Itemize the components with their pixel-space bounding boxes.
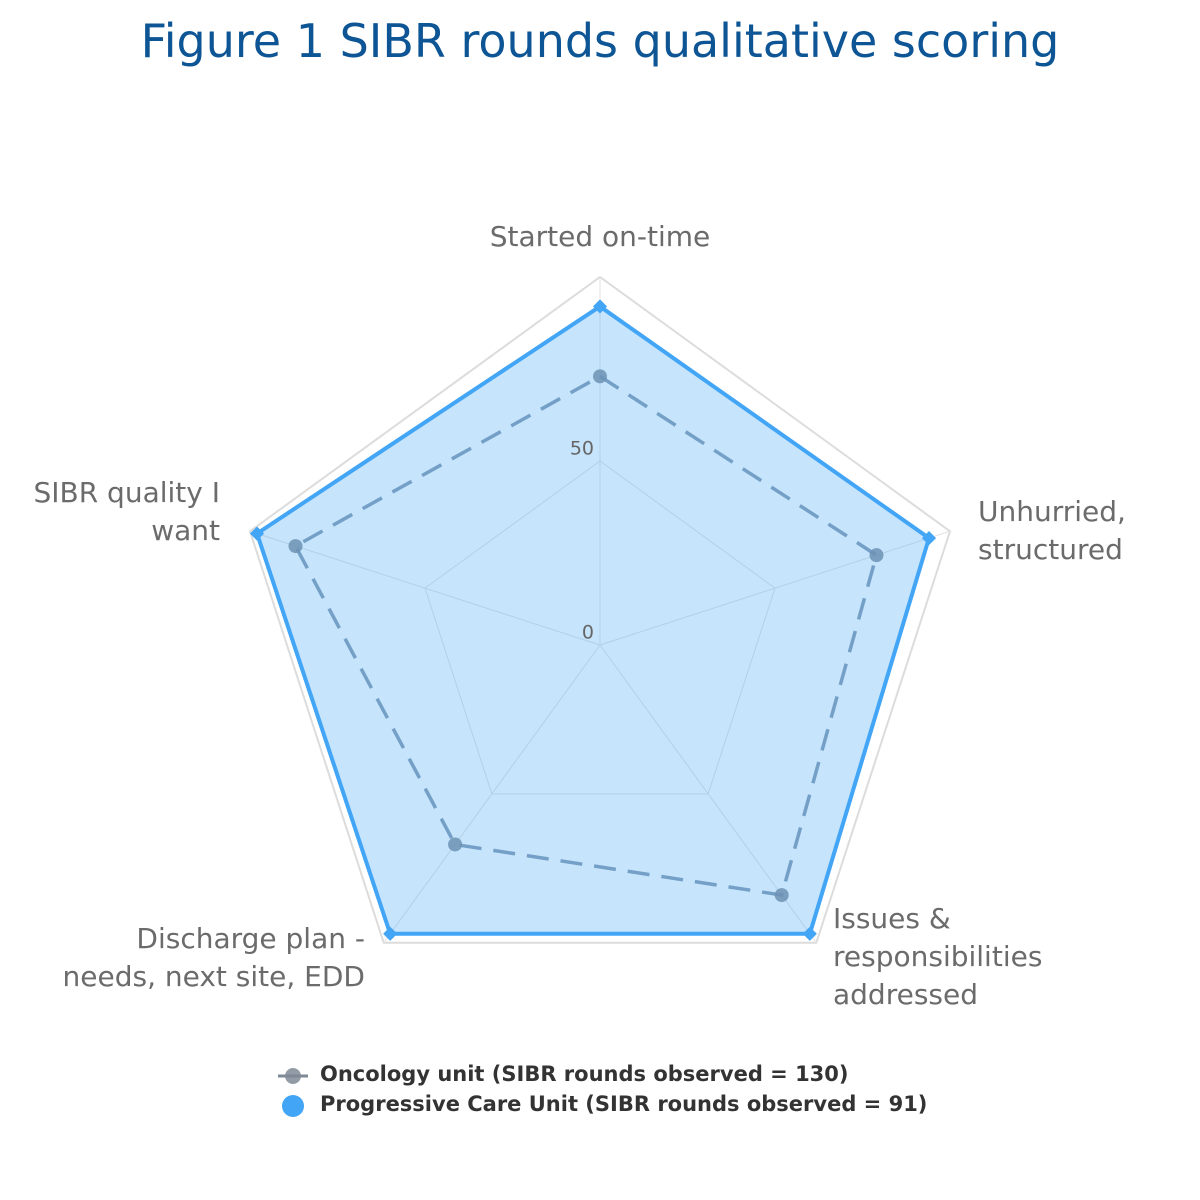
axis-label: Issues & responsibilities addressed	[833, 902, 1043, 1011]
series-line	[254, 304, 932, 936]
marker	[448, 837, 463, 852]
marker	[383, 926, 398, 941]
axis-label: Discharge plan - needs, next site, EDD	[62, 922, 365, 993]
r-tick-label: 50	[570, 438, 594, 460]
series-line	[293, 374, 879, 898]
legend-marker	[285, 1068, 301, 1084]
legend-label: Oncology unit (SIBR rounds observed = 13…	[320, 1062, 849, 1086]
chart-title: Figure 1 SIBR rounds qualitative scoring	[140, 14, 1060, 68]
marker	[249, 526, 265, 541]
marker	[802, 926, 817, 941]
marker	[592, 299, 608, 314]
marker	[869, 548, 884, 563]
axis-label: Unhurried, structured	[978, 495, 1126, 566]
r-tick-label: 0	[582, 622, 594, 644]
legend-label: Progressive Care Unit (SIBR rounds obser…	[320, 1092, 928, 1116]
legend-marker	[282, 1095, 304, 1117]
marker	[921, 531, 937, 546]
marker	[593, 369, 607, 384]
axis-label: Started on-time	[489, 220, 711, 253]
marker	[774, 888, 789, 903]
outer-ring	[248, 275, 952, 944]
grid-ring	[424, 460, 776, 795]
axis-label: SIBR quality I want	[33, 476, 220, 547]
marker	[288, 539, 303, 554]
